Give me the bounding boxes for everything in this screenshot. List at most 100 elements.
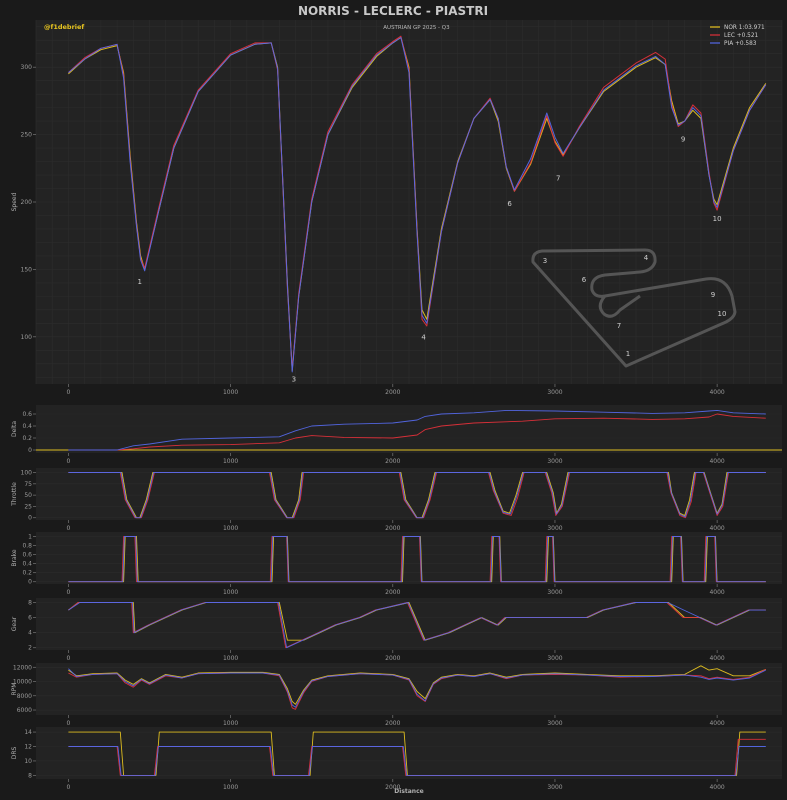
- delta-xtick-label: 1000: [223, 458, 238, 465]
- gear-ytick-label: 6: [28, 615, 32, 622]
- track-map-label-6: 6: [582, 276, 587, 284]
- brake-lines: [68, 536, 766, 583]
- throttle-xtick-label: 1000: [223, 525, 238, 532]
- gear-xtick-label: 0: [67, 655, 71, 662]
- brake-plot-area: [36, 532, 782, 584]
- throttle-series-2: [68, 472, 766, 519]
- gear-ylabel: Gear: [11, 616, 18, 631]
- legend-entry-1: LEC +0.521: [724, 33, 759, 39]
- drs-lines: [68, 731, 766, 776]
- brake-ytick-label: 0.6: [22, 552, 32, 559]
- delta-xtick-label: 0: [67, 458, 71, 465]
- panel-speed: 0 1000 2000 3000 4000 100 150 200 250 300 Speed 1 3 4…: [11, 20, 783, 396]
- track-map: 1 3 4 6 7 9 10: [531, 248, 737, 368]
- speed-ylabel: Speed: [11, 192, 18, 211]
- delta-series-2: [68, 409, 766, 451]
- panel-rpm: 0 1000 2000 3000 4000 6000 8000 10000 12000 RPM: [11, 663, 782, 727]
- delta-series-1: [68, 413, 766, 451]
- corner-label-6: 6: [507, 200, 512, 208]
- throttle-xtick-label: 4000: [709, 525, 724, 532]
- rpm-xtick-label: 0: [67, 720, 71, 727]
- drs-ytick-label: 10: [24, 758, 32, 765]
- gear-xtick-label: 3000: [547, 655, 562, 662]
- rpm-xtick-label: 3000: [547, 720, 562, 727]
- speed-series-2: [68, 37, 767, 373]
- rpm-ylabel: RPM: [11, 683, 18, 696]
- brake-series-2: [68, 536, 766, 583]
- rpm-xtick-label: 1000: [223, 720, 238, 727]
- delta-ytick-label: 0.6: [22, 411, 32, 418]
- track-map-label-4: 4: [644, 254, 649, 262]
- speed-lines: [68, 35, 767, 373]
- speed-ytick-label: 200: [21, 199, 33, 206]
- panel-drs: 0 1000 2000 3000 4000 8 10 12 14 DRS Distance: [11, 727, 782, 795]
- throttle-ytick-label: 25: [24, 503, 32, 510]
- delta-plot-area: [36, 405, 782, 453]
- throttle-lines: [68, 472, 766, 519]
- panel-brake: 0 1000 2000 3000 4000 0 0.2 0.4 0.6 0.8 1 Brake: [11, 532, 782, 596]
- speed-xtick-label: 0: [67, 389, 71, 396]
- drs-ytick-label: 12: [24, 744, 32, 751]
- legend-entry-0: NOR 1:03.971: [724, 25, 765, 31]
- delta-xtick-label: 4000: [709, 458, 724, 465]
- brake-xtick-label: 2000: [385, 589, 400, 596]
- delta-ytick-label: 0.4: [22, 423, 32, 430]
- speed-ytick-label: 150: [21, 266, 33, 273]
- brake-xtick-label: 0: [67, 589, 71, 596]
- rpm-xtick-label: 2000: [385, 720, 400, 727]
- drs-xtick-label: 0: [67, 784, 71, 791]
- gear-ytick-label: 4: [28, 630, 32, 637]
- drs-ytick-label: 14: [24, 729, 32, 736]
- corner-label-10: 10: [713, 215, 722, 223]
- speed-xtick-label: 4000: [709, 389, 724, 396]
- speed-xtick-label: 3000: [547, 389, 562, 396]
- rpm-ytick-label: 12000: [13, 664, 32, 671]
- delta-ylabel: Delta: [11, 421, 18, 437]
- rpm-series-2: [68, 668, 766, 708]
- delta-xtick-label: 2000: [385, 458, 400, 465]
- throttle-xtick-label: 3000: [547, 525, 562, 532]
- drs-xtick-label: 3000: [547, 784, 562, 791]
- track-outline: [531, 248, 737, 368]
- gear-xtick-label: 4000: [709, 655, 724, 662]
- track-map-label-10: 10: [718, 310, 727, 318]
- figure-title: NORRIS - LECLERC - PIASTRI: [298, 4, 488, 18]
- drs-xtick-label: 1000: [223, 784, 238, 791]
- throttle-ytick-label: 0: [28, 515, 32, 522]
- speed-xtick-label: 2000: [385, 389, 400, 396]
- rpm-series-0: [68, 665, 766, 705]
- gear-lines: [68, 602, 766, 649]
- corner-label-3: 3: [292, 375, 296, 383]
- speed-xtick-label: 1000: [223, 389, 238, 396]
- session-subtitle: AUSTRIAN GP 2025 - Q3: [383, 25, 450, 31]
- speed-ytick-label: 100: [21, 334, 33, 341]
- gear-xtick-label: 2000: [385, 655, 400, 662]
- track-map-label-9: 9: [711, 291, 715, 299]
- corner-label-4: 4: [421, 334, 426, 342]
- rpm-ytick-label: 10000: [13, 679, 32, 686]
- corner-label-7: 7: [556, 174, 560, 182]
- brake-ytick-label: 1: [28, 534, 32, 541]
- brake-xtick-label: 4000: [709, 589, 724, 596]
- drs-series-2: [68, 746, 766, 776]
- rpm-plot-area: [36, 663, 782, 715]
- brake-xtick-label: 3000: [547, 589, 562, 596]
- gear-xtick-label: 1000: [223, 655, 238, 662]
- legend: NOR 1:03.971 LEC +0.521 PIA +0.583: [710, 25, 765, 47]
- gear-ytick-label: 8: [28, 600, 32, 607]
- drs-xtick-label: 2000: [385, 784, 400, 791]
- brake-xtick-label: 1000: [223, 589, 238, 596]
- track-map-label-1: 1: [626, 350, 630, 358]
- throttle-ytick-label: 50: [24, 492, 32, 499]
- speed-ytick-label: 300: [21, 64, 33, 71]
- rpm-ytick-label: 6000: [17, 707, 32, 714]
- track-map-label-3: 3: [543, 257, 547, 265]
- chart-panels: 0 1000 2000 3000 4000100150200250300Speed134…: [11, 20, 783, 795]
- throttle-ytick-label: 100: [21, 470, 33, 477]
- brake-ytick-label: 0.2: [22, 570, 32, 577]
- drs-plot-area: [36, 727, 782, 779]
- throttle-xtick-label: 0: [67, 525, 71, 532]
- gear-ytick-label: 2: [28, 645, 32, 652]
